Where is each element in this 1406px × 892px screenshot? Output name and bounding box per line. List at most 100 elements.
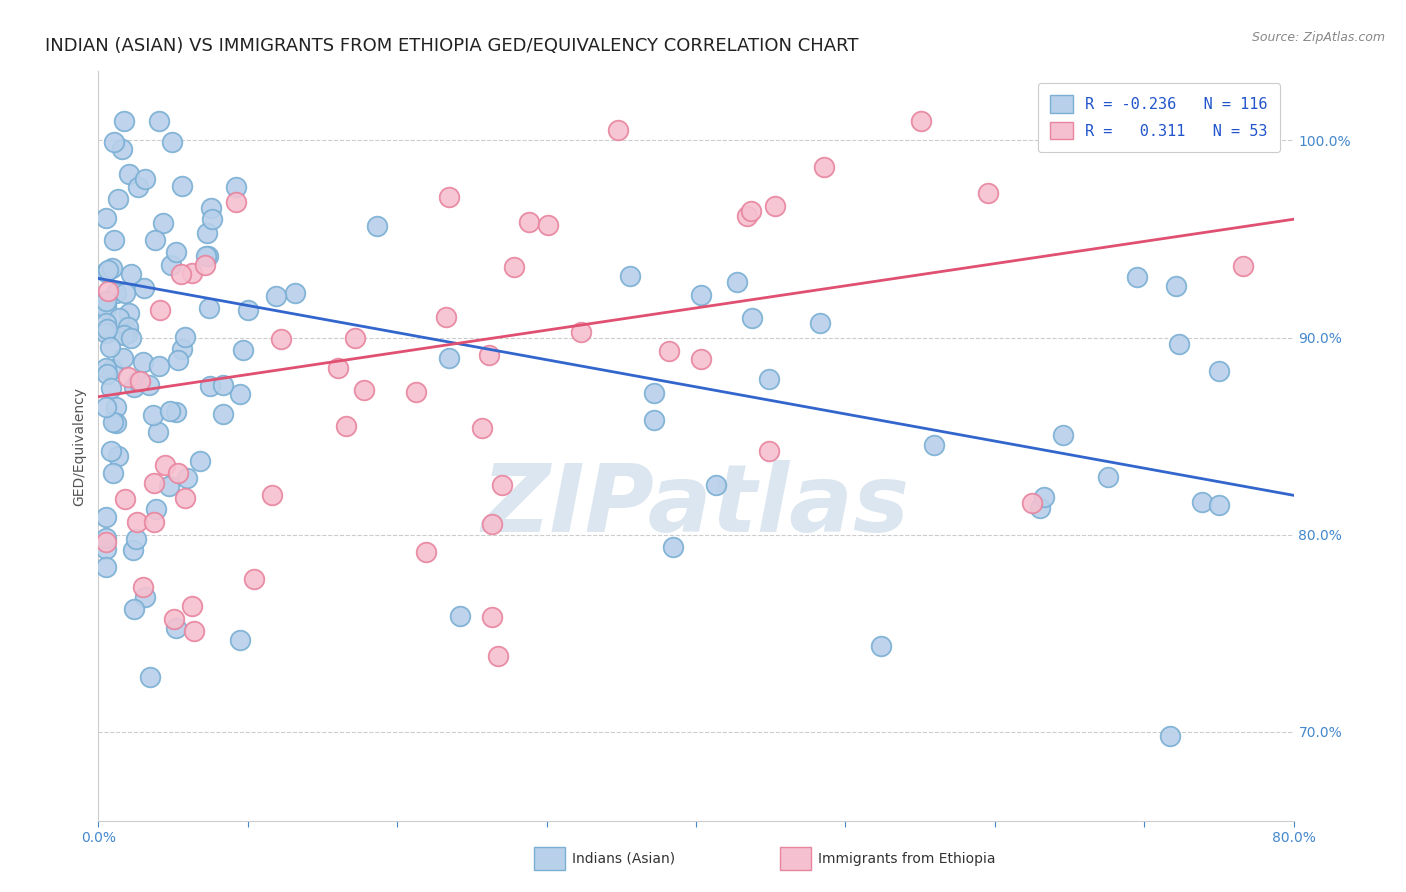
Point: [284, 285, 307, 300]
Point: [121, 331, 143, 345]
Point: [118, 306, 141, 320]
Point: [1032, 490, 1054, 504]
Point: [228, 633, 250, 648]
Point: [142, 516, 165, 530]
Point: [758, 444, 780, 458]
Point: [117, 370, 139, 384]
Point: [328, 360, 350, 375]
Point: [228, 387, 250, 401]
Point: [503, 260, 526, 274]
Point: [105, 400, 128, 414]
Point: [97, 263, 120, 277]
Point: [122, 601, 145, 615]
Point: [194, 249, 217, 263]
Point: [405, 384, 427, 399]
Point: [94, 509, 117, 524]
Point: [114, 491, 136, 506]
Point: [127, 179, 149, 194]
Point: [103, 415, 125, 429]
Point: [165, 405, 187, 419]
Point: [449, 608, 471, 623]
Text: Indians (Asian): Indians (Asian): [572, 852, 675, 865]
Point: [167, 467, 190, 481]
Point: [174, 491, 197, 506]
Point: [134, 281, 156, 295]
Point: [103, 233, 125, 247]
Point: [134, 172, 156, 186]
Point: [96, 322, 118, 336]
Point: [170, 343, 193, 357]
Point: [101, 467, 124, 481]
Point: [122, 543, 145, 558]
Point: [643, 386, 665, 401]
Point: [94, 361, 117, 376]
Point: [437, 351, 460, 366]
Point: [96, 367, 118, 381]
Point: [1166, 279, 1188, 293]
Point: [689, 287, 711, 301]
Point: [344, 331, 367, 345]
Text: INDIAN (ASIAN) VS IMMIGRANTS FROM ETHIOPIA GED/EQUIVALENCY CORRELATION CHART: INDIAN (ASIAN) VS IMMIGRANTS FROM ETHIOP…: [45, 37, 858, 54]
Point: [148, 113, 170, 128]
Point: [335, 418, 357, 433]
Point: [111, 142, 134, 156]
Point: [107, 449, 129, 463]
Point: [98, 340, 121, 354]
Point: [152, 216, 174, 230]
Point: [198, 301, 221, 315]
Point: [725, 275, 748, 289]
Point: [94, 299, 117, 313]
Point: [148, 359, 170, 373]
Point: [94, 326, 117, 341]
Point: [117, 326, 139, 340]
Point: [112, 351, 135, 366]
Point: [174, 330, 197, 344]
Point: [1167, 337, 1189, 351]
Point: [94, 265, 117, 279]
Point: [132, 355, 155, 369]
Point: [160, 258, 183, 272]
Point: [125, 515, 148, 529]
Point: [94, 301, 117, 316]
Point: [763, 199, 786, 213]
Point: [183, 624, 205, 639]
Point: [124, 380, 146, 394]
Point: [145, 502, 167, 516]
Point: [436, 310, 458, 325]
Point: [100, 444, 122, 458]
Point: [1021, 496, 1043, 510]
Point: [1159, 729, 1181, 743]
Point: [117, 320, 139, 334]
Point: [100, 381, 122, 395]
Point: [517, 215, 540, 229]
Point: [270, 332, 292, 346]
Point: [118, 167, 141, 181]
Point: [491, 478, 513, 492]
Point: [96, 534, 118, 549]
Point: [103, 135, 125, 149]
Point: [225, 195, 247, 210]
Point: [127, 375, 149, 389]
Point: [129, 374, 152, 388]
Point: [486, 648, 509, 663]
Point: [704, 477, 727, 491]
Point: [353, 384, 375, 398]
Point: [197, 248, 219, 262]
Point: [94, 541, 117, 556]
Point: [264, 289, 287, 303]
Point: [169, 267, 191, 281]
Point: [143, 475, 166, 490]
Point: [165, 244, 187, 259]
Point: [163, 612, 186, 626]
Point: [94, 531, 117, 545]
Point: [157, 479, 180, 493]
Point: [870, 640, 893, 654]
Point: [146, 425, 169, 439]
Point: [138, 378, 160, 392]
Point: [212, 378, 235, 392]
Point: [758, 371, 780, 385]
Point: [740, 204, 762, 219]
Point: [94, 293, 117, 308]
Point: [200, 201, 222, 215]
Point: [1191, 495, 1213, 509]
